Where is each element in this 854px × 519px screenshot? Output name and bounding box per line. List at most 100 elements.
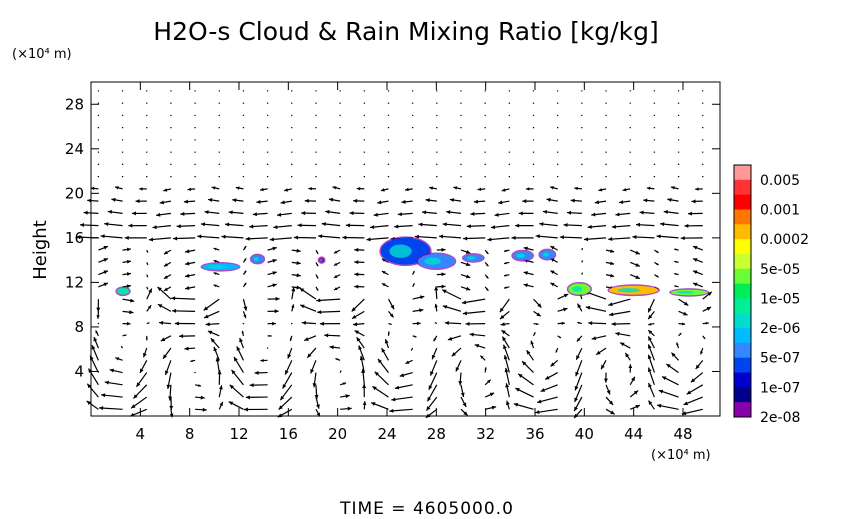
vector-dot [436, 102, 438, 104]
wind-arrow [194, 384, 202, 387]
arrow-head [213, 260, 217, 263]
wind-arrow [425, 396, 438, 411]
vector-dot [629, 114, 631, 117]
arrow-head [574, 406, 578, 412]
vector-dot [242, 114, 245, 117]
arrow-head [180, 211, 185, 216]
x-tick-label: 4 [136, 425, 146, 443]
arrow-head [130, 298, 135, 303]
vector-dot [315, 163, 317, 166]
arrow-head [680, 236, 685, 241]
arrow-head [690, 378, 696, 383]
arrow-head [345, 223, 350, 228]
arrow-head [269, 335, 272, 337]
wind-arrow [460, 286, 471, 291]
arrow-head [399, 373, 405, 378]
arrow-head [197, 234, 202, 239]
wind-arrow [603, 372, 608, 383]
wind-arrow [575, 347, 583, 360]
arrow-head [500, 314, 505, 320]
cloud-patch [607, 284, 660, 297]
arrow-head [434, 286, 439, 291]
arrow-head [373, 212, 378, 217]
arrow-head [370, 225, 375, 230]
legend-label: 1e-05 [760, 291, 800, 307]
arrow-head [215, 357, 220, 362]
arrow-head [658, 389, 664, 394]
arrow-head [581, 272, 583, 274]
vector-dot [146, 114, 148, 117]
arrow-head [88, 368, 93, 373]
cloud-patch [511, 249, 535, 262]
wind-arrow [629, 261, 641, 267]
arrow-head [184, 346, 189, 351]
wind-arrow [667, 197, 679, 202]
wind-arrow [184, 346, 196, 351]
wind-arrow [550, 245, 558, 251]
wind-arrow [291, 287, 296, 300]
arrow-head [422, 210, 427, 215]
arrow-head [394, 224, 399, 229]
vector-dot [460, 163, 462, 166]
vector-dot [242, 175, 245, 178]
legend-swatch [734, 165, 751, 181]
vector-dot [97, 322, 100, 325]
legend-swatch [734, 224, 751, 240]
wind-arrow [515, 387, 534, 398]
wind-arrow [176, 224, 196, 229]
arrow-head [284, 188, 289, 192]
wind-arrow [163, 188, 172, 192]
arrow-head [558, 336, 561, 339]
arrow-head [351, 314, 357, 319]
wind-arrow [276, 212, 292, 217]
arrow-head [371, 402, 376, 406]
arrow-head [561, 321, 565, 325]
arrow-head [608, 400, 614, 405]
legend-swatch [734, 209, 751, 225]
wind-arrow [241, 330, 245, 336]
vector-dot [629, 163, 631, 166]
wind-arrow [681, 408, 703, 416]
arrow-head [706, 307, 712, 311]
arrow-head [648, 322, 652, 326]
vector-dot [411, 175, 414, 178]
arrow-head [244, 270, 247, 274]
arrow-head [90, 186, 95, 191]
cloud-core [208, 265, 226, 269]
wind-arrow [438, 234, 462, 239]
wind-arrow [180, 211, 196, 216]
legend-swatch [734, 194, 751, 210]
wind-arrow [356, 186, 365, 191]
vector-dot [436, 114, 438, 117]
arrow-head [663, 210, 668, 214]
arrow-head [442, 289, 447, 294]
arrow-head [434, 303, 438, 308]
vector-dot [97, 102, 100, 104]
wind-arrow [333, 286, 341, 291]
legend-label: 2e-08 [760, 410, 800, 426]
wind-arrow [101, 393, 123, 398]
wind-arrow [163, 286, 172, 292]
vector-dot [194, 139, 196, 141]
arrow-head [169, 413, 174, 418]
arrow-head [465, 274, 471, 279]
arrow-head [683, 301, 689, 306]
arrow-head [86, 401, 92, 405]
arrow-head [622, 187, 627, 192]
wind-arrow [267, 335, 272, 337]
vector-dot [291, 322, 293, 325]
vector-dot [508, 163, 511, 166]
vector-dot [97, 114, 100, 117]
vector-dot [242, 139, 245, 141]
wind-arrow [291, 273, 301, 278]
wind-arrow [517, 373, 534, 386]
arrow-head [210, 338, 215, 343]
arrow-head [312, 383, 317, 388]
wind-arrow [332, 186, 341, 190]
wind-arrow [622, 187, 631, 192]
wind-arrow [278, 396, 293, 411]
vector-dot [194, 90, 196, 92]
wind-arrow [301, 320, 316, 325]
vector-dot [702, 126, 704, 129]
